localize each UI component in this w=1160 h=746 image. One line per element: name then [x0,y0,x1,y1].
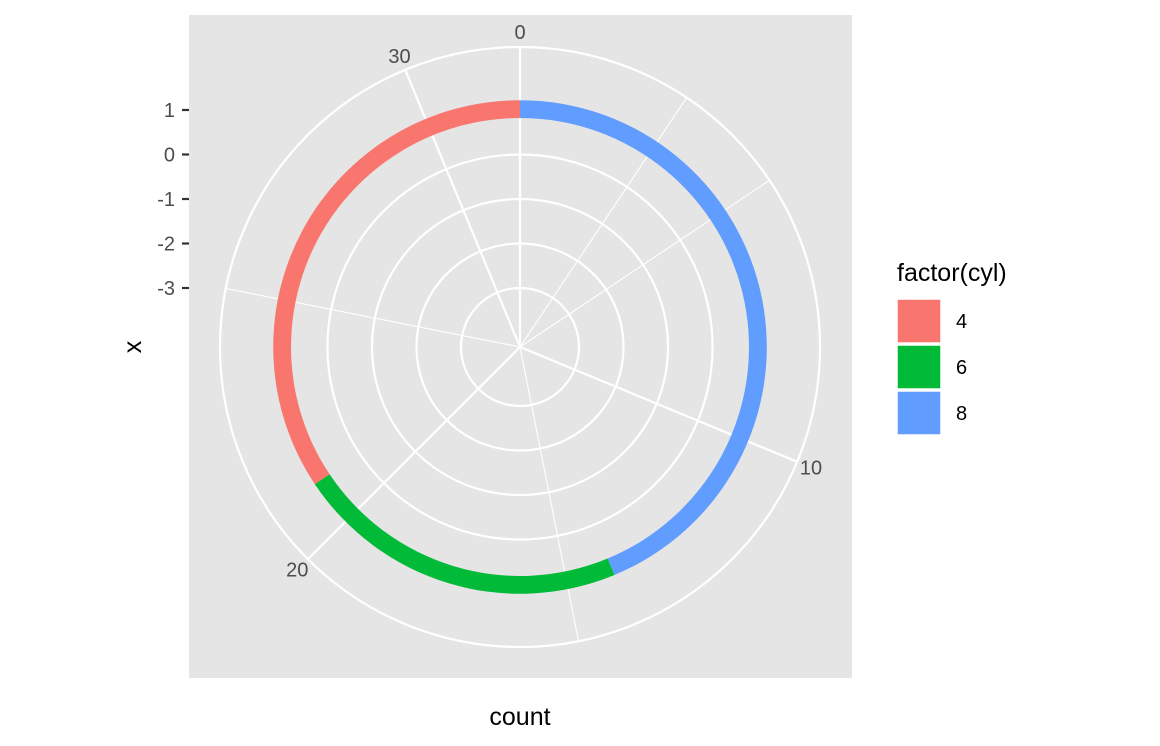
radial-tick-label: -3 [157,278,175,300]
radial-tick-label: 1 [164,100,175,122]
slice-cyl-4 [273,100,520,485]
legend-label: 6 [956,357,967,379]
angular-minor-grid-line [519,97,688,348]
angular-tick-label: 10 [800,458,822,480]
legend-key-8 [896,390,942,436]
radial-tick-label: -1 [157,189,175,211]
slice-cyl-6 [314,474,615,594]
x-axis-title: count [489,703,550,731]
angular-tick-layer: 0 10 20 30 [286,22,822,582]
legend-label: 8 [956,403,967,425]
legend: factor(cyl) 4 6 8 [896,259,1007,436]
slice-layer [273,100,767,594]
radial-tick-label: -2 [157,234,175,256]
angular-grid-line [404,69,522,348]
angular-minor-grid-line [225,287,521,348]
radial-tick-label: 0 [164,145,175,167]
legend-key-4 [896,298,942,344]
legend-key-6 [896,344,942,390]
angular-grid-line [519,345,798,463]
legend-label: 4 [956,311,967,333]
grid-layer [218,45,822,649]
radial-axis-layer: 1 0 -1 -2 -3 [157,100,189,300]
y-axis-title: x [119,340,147,353]
angular-grid-line [307,346,521,560]
angular-tick-label: 0 [514,22,525,44]
angular-minor-grid-line [519,346,580,642]
angular-tick-label: 20 [286,560,308,582]
legend-title: factor(cyl) [897,259,1007,287]
angular-tick-label: 30 [388,46,410,68]
angular-minor-grid-line [519,179,770,348]
